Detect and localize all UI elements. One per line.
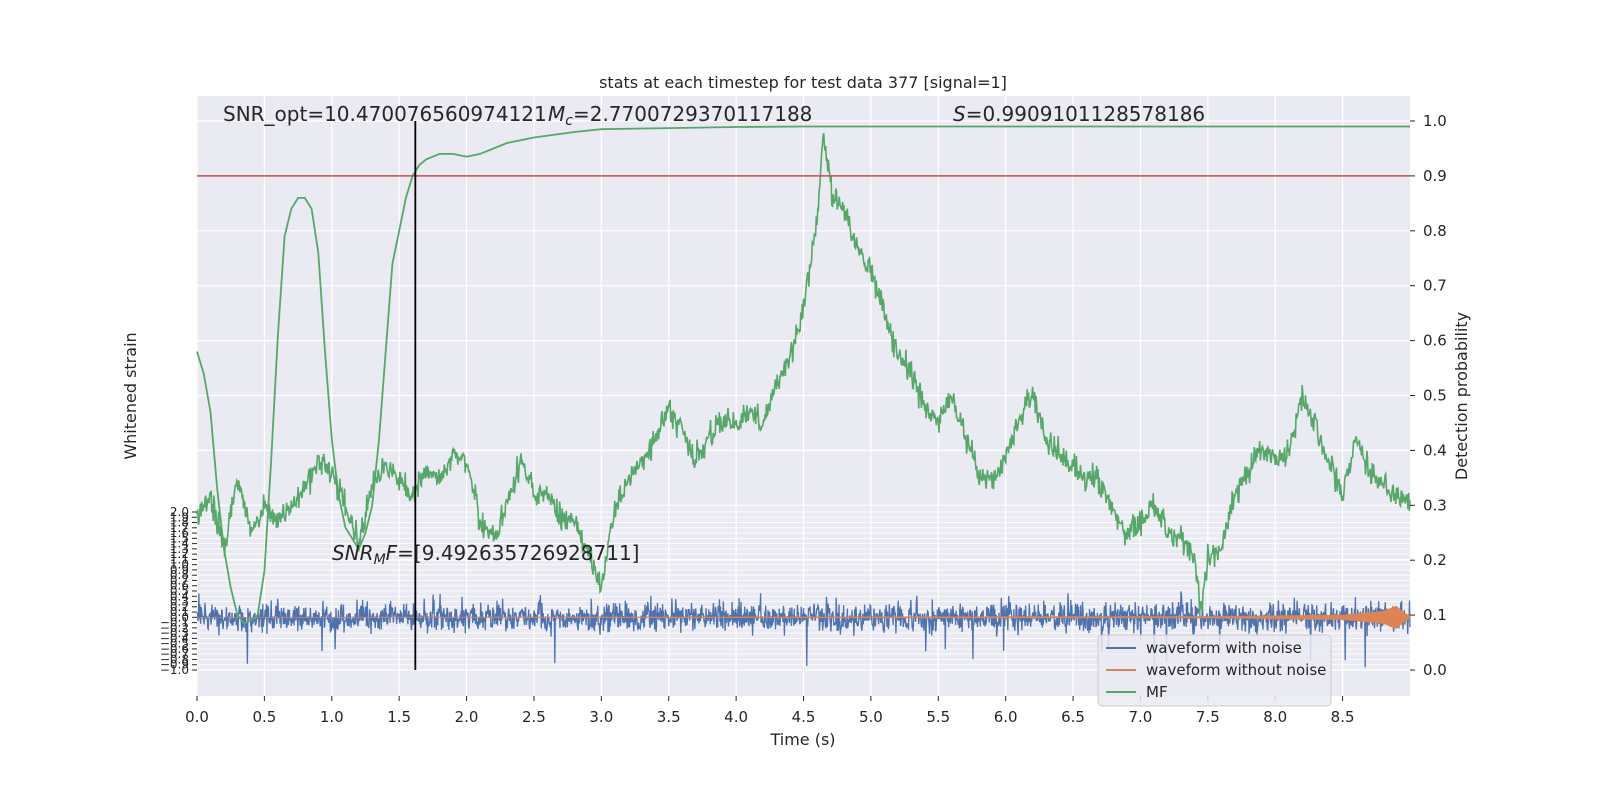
x-tick-label-15: 7.5 — [1196, 708, 1220, 726]
series-waveform-without-noise — [197, 605, 1410, 629]
left-tick-label-30: 2.0 — [170, 505, 189, 519]
left-tick-label-11: 0.1 — [170, 605, 189, 619]
x-axis-ticks: 0.0 0.5 1.0 1.5 2.0 2.5 3.0 3.5 4.0 4.5 5.0 5.5 6.0 6… — [185, 696, 1355, 726]
left-tick-label-20: 1.0 — [170, 558, 189, 572]
right-tick-label-6: 0.6 — [1423, 332, 1447, 350]
right-tick-label-4: 0.4 — [1423, 441, 1447, 459]
x-tick-label-1: 0.5 — [252, 708, 276, 726]
right-tick-label-9: 0.9 — [1423, 167, 1447, 185]
right-tick-label-8: 0.8 — [1423, 222, 1447, 240]
right-tick-label-1: 0.1 — [1423, 606, 1447, 624]
x-axis-label: Time (s) — [769, 730, 835, 749]
x-tick-label-7: 3.5 — [657, 708, 681, 726]
right-axis-label: Detection probability — [1452, 312, 1471, 480]
x-tick-label-14: 7.0 — [1129, 708, 1153, 726]
series-waveform-with-noise — [196, 591, 1411, 668]
snr-mf-suffix: F — [386, 541, 398, 565]
legend-box — [1097, 634, 1332, 707]
left-tick-label-9: −0.1 — [160, 616, 189, 630]
left-tick-label-23: 1.3 — [170, 542, 189, 556]
x-tick-label-0: 0.0 — [185, 708, 209, 726]
left-tick-label-10: 0.0 — [170, 610, 189, 624]
right-tick-label-2: 0.2 — [1423, 551, 1447, 569]
left-tick-label-2: −0.8 — [160, 652, 189, 666]
x-tick-label-9: 4.5 — [792, 708, 816, 726]
x-tick-label-5: 2.5 — [522, 708, 546, 726]
score-annotation: S=0.9909101128578186 — [953, 102, 1205, 126]
left-tick-label-19: 0.9 — [170, 563, 189, 577]
right-tick-label-3: 0.3 — [1423, 496, 1447, 514]
left-tick-label-0: −1.0 — [160, 663, 189, 677]
chirp-mass-symbol: M — [548, 102, 565, 126]
series-mf — [196, 125, 1410, 625]
snr-mf-value: =[9.492635726928711] — [397, 541, 639, 565]
x-tick-label-16: 8.0 — [1263, 708, 1287, 726]
snr-mf-symbol: SNR — [332, 541, 374, 565]
chirp-mass-value: =2.7700729370117188 — [573, 102, 812, 126]
left-tick-label-28: 1.8 — [170, 516, 189, 530]
left-tick-label-7: −0.3 — [160, 626, 189, 640]
x-tick-label-11: 5.5 — [926, 708, 950, 726]
left-tick-label-4: −0.6 — [160, 642, 189, 656]
left-tick-label-27: 1.7 — [170, 521, 189, 535]
left-tick-label-8: −0.2 — [160, 621, 189, 635]
legend-label-waveform-with-noise: waveform with noise — [1146, 639, 1302, 657]
x-tick-label-12: 6.0 — [994, 708, 1018, 726]
left-tick-label-14: 0.4 — [170, 589, 189, 603]
legend-label-waveform-without-noise: waveform without noise — [1146, 661, 1326, 679]
left-tick-label-24: 1.4 — [170, 537, 189, 551]
x-tick-label-8: 4.0 — [724, 708, 748, 726]
left-tick-label-17: 0.7 — [170, 573, 189, 587]
left-axis-ticks: −1.0−0.9−0.8−0.7−0.6−0.5−0.4−0.3−0.2−0.1… — [160, 505, 197, 677]
left-tick-label-13: 0.3 — [170, 595, 189, 609]
left-tick-label-22: 1.2 — [170, 547, 189, 561]
legend: waveform with noise waveform without noi… — [1097, 634, 1332, 707]
x-tick-label-3: 1.5 — [387, 708, 411, 726]
snr-opt-annotation: SNR_opt=10.470076560974121 — [223, 102, 547, 126]
right-tick-label-10: 1.0 — [1423, 112, 1447, 130]
right-tick-label-0: 0.0 — [1423, 661, 1447, 679]
score-value: =0.9909101128578186 — [966, 102, 1205, 126]
x-tick-label-4: 2.0 — [455, 708, 479, 726]
left-axis-label: Whitened strain — [121, 332, 140, 459]
score-symbol: S — [953, 102, 966, 126]
chirp-mass-subscript: c — [565, 113, 573, 129]
left-tick-label-26: 1.6 — [170, 526, 189, 540]
left-tick-label-29: 1.9 — [170, 510, 189, 524]
left-tick-label-5: −0.5 — [160, 637, 189, 651]
left-tick-label-18: 0.8 — [170, 568, 189, 582]
x-tick-label-10: 5.0 — [859, 708, 883, 726]
x-tick-label-6: 3.0 — [589, 708, 613, 726]
right-axis-ticks: 0.0 0.1 0.2 0.3 0.4 0.5 0.6 0.7 0.8 0.9 1.0 — [1410, 112, 1447, 679]
plot-marks — [196, 121, 1411, 670]
chart-title: stats at each timestep for test data 377… — [599, 73, 1007, 92]
right-tick-label-5: 0.5 — [1423, 387, 1447, 405]
left-tick-label-25: 1.5 — [170, 531, 189, 545]
left-tick-label-15: 0.5 — [170, 584, 189, 598]
legend-label-mf: MF — [1146, 683, 1168, 701]
x-tick-label-17: 8.5 — [1331, 708, 1355, 726]
left-tick-label-16: 0.6 — [170, 579, 189, 593]
left-tick-label-1: −0.9 — [160, 658, 189, 672]
series-detection-probability — [196, 132, 1411, 615]
snr-mf-annotation: SNRMF=[9.492635726928711] — [332, 541, 640, 568]
left-tick-label-6: −0.4 — [160, 631, 189, 645]
right-tick-label-7: 0.7 — [1423, 277, 1447, 295]
snr-mf-subscript: M — [374, 552, 386, 568]
left-tick-label-12: 0.2 — [170, 600, 189, 614]
chirp-mass-annotation: Mc=2.7700729370117188 — [548, 102, 812, 129]
x-tick-label-2: 1.0 — [320, 708, 344, 726]
left-tick-label-3: −0.7 — [160, 647, 189, 661]
left-tick-label-21: 1.1 — [170, 552, 189, 566]
x-tick-label-13: 6.5 — [1061, 708, 1085, 726]
